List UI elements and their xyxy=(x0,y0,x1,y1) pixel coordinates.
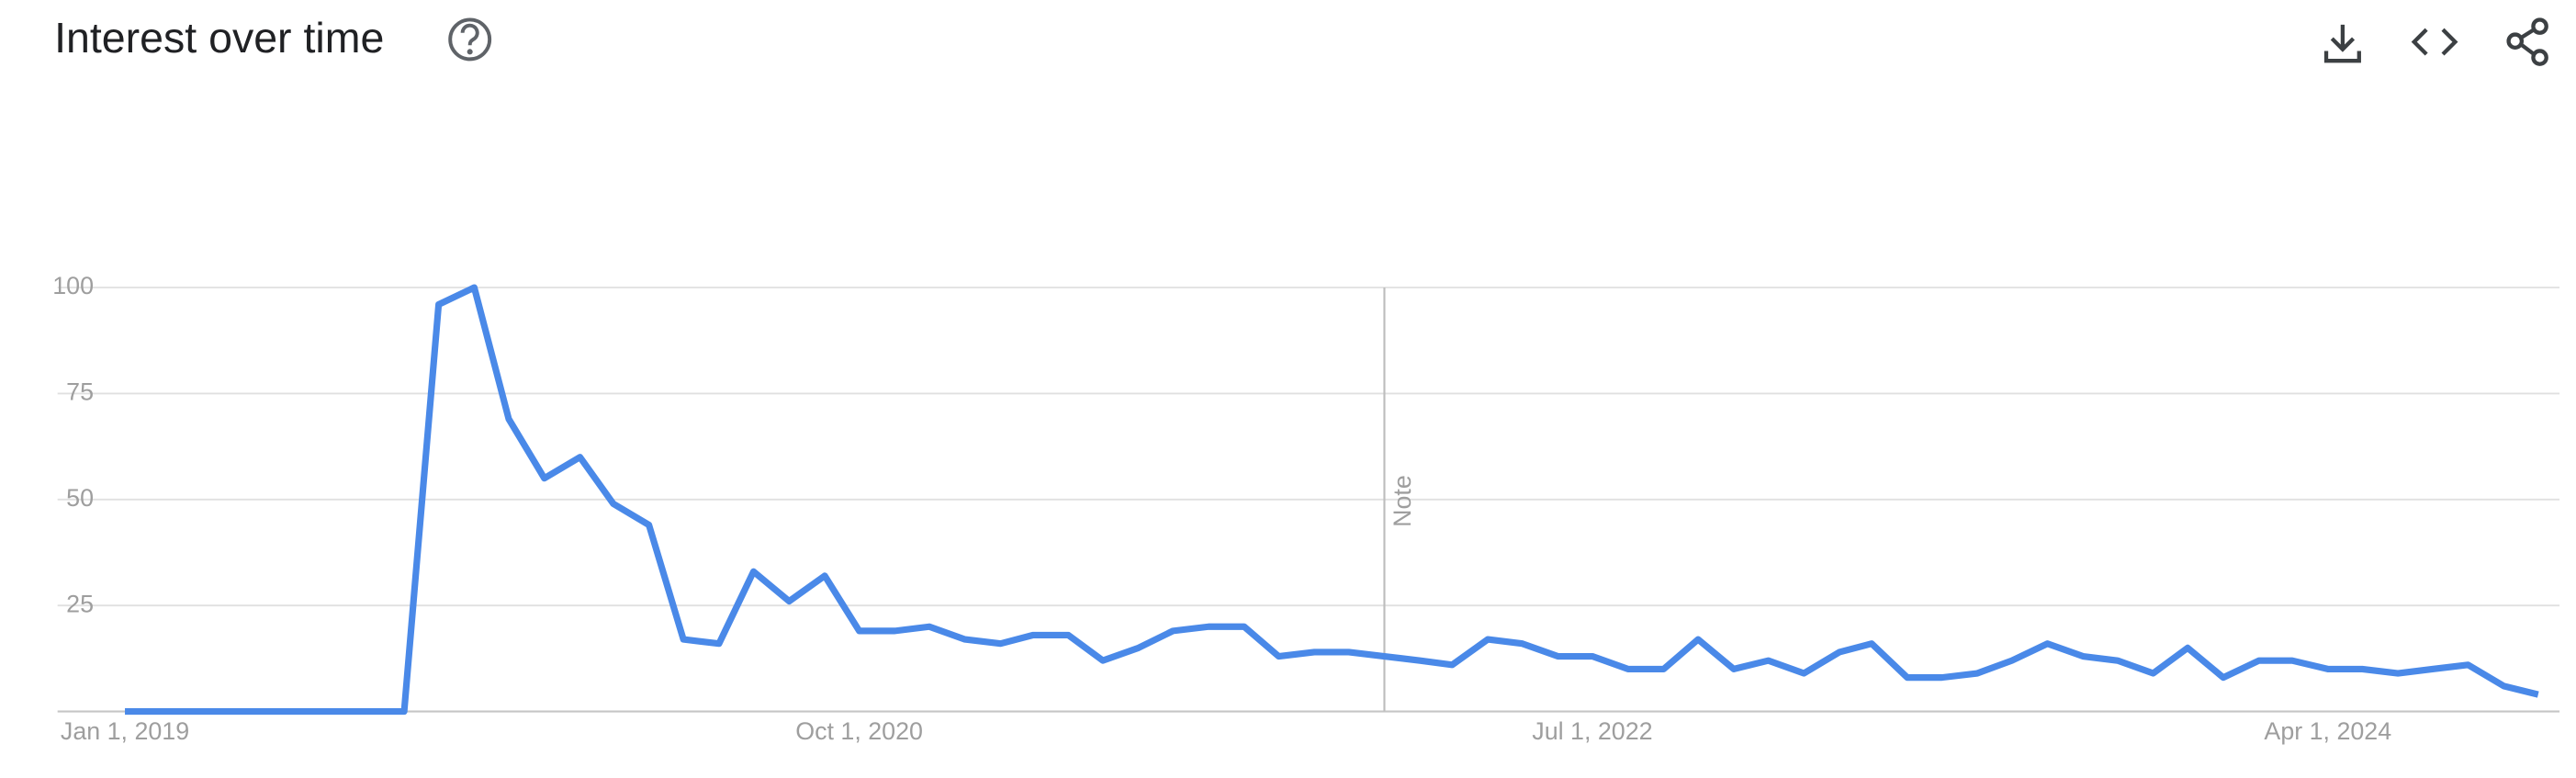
x-tick-label: Jul 1, 2022 xyxy=(1532,717,1652,745)
chart-title: Interest over time xyxy=(54,14,384,62)
y-tick-label: 25 xyxy=(66,590,94,617)
note-label: Note xyxy=(1389,475,1416,527)
y-tick-label: 50 xyxy=(66,484,94,512)
y-tick-label: 100 xyxy=(52,272,94,299)
x-tick-label: Oct 1, 2020 xyxy=(795,717,923,745)
help-icon[interactable] xyxy=(448,17,492,62)
share-button[interactable] xyxy=(2506,17,2548,66)
embed-button[interactable] xyxy=(2411,28,2458,56)
series-line xyxy=(125,284,2539,716)
download-button[interactable] xyxy=(2323,24,2361,63)
y-tick-label: 75 xyxy=(66,378,94,406)
x-tick-label: Jan 1, 2019 xyxy=(61,717,189,745)
x-tick-label: Apr 1, 2024 xyxy=(2264,717,2391,745)
